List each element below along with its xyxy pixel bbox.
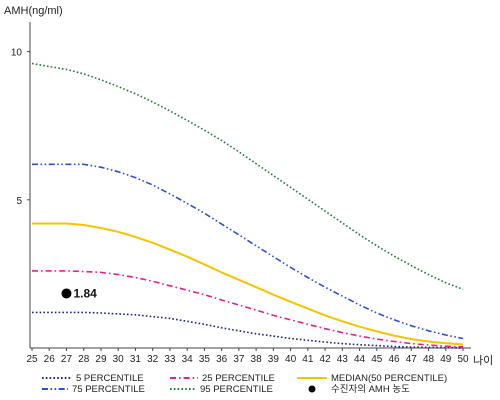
legend-item-25-percentile: 25 PERCENTILE [170,373,275,384]
y-axis-title: AMH(ng/ml) [4,5,63,17]
x-tick-label: 47 [406,354,418,365]
x-axis-title: 나이 [473,354,493,367]
series-lines [31,62,464,349]
x-tick-label: 31 [130,354,142,365]
chart-legend: 5 PERCENTILE 75 PERCENTILE 25 PERCENTILE… [42,373,447,395]
series-line-25-percentile [32,270,464,348]
x-tick-label: 50 [457,354,469,365]
y-tick-label: 10 [11,48,23,59]
legend-item-5-percentile: 5 PERCENTILE [42,373,144,384]
legend-label-25-percentile: 25 PERCENTILE [202,373,275,384]
legend-swatch-patient-marker [308,385,316,393]
legend-label-median: MEDIAN(50 PERCENTILE) [331,373,447,384]
legend-item-patient-marker: 수진자의 AMH 농도 [308,384,410,395]
legend-label-75-percentile: 75 PERCENTILE [72,384,145,395]
x-tick-label: 33 [164,354,176,365]
x-tick-label: 43 [337,354,349,365]
x-tick-label: 26 [44,354,56,365]
x-tick-label: 49 [440,354,452,365]
series-line-75-percentile [32,163,464,340]
x-tick-label: 28 [78,354,90,365]
series-line-5-percentile [32,311,464,349]
legend-item-median: MEDIAN(50 PERCENTILE) [297,373,447,384]
x-ticks: 25 26 27 28 29 30 31 32 33 34 35 36 37 38 39 40 41 42 43 44… [26,348,469,365]
x-tick-label: 30 [113,354,125,365]
chart-axes: AMH(ng/ml) 나이 [4,5,493,367]
y-tick-label: 5 [16,196,22,207]
legend-item-95-percentile: 95 PERCENTILE [170,384,273,395]
x-tick-label: 32 [147,354,159,365]
legend-label-95-percentile: 95 PERCENTILE [200,384,273,395]
x-tick-label: 44 [354,354,366,365]
patient-amh-marker [61,288,72,299]
x-tick-label: 34 [182,354,194,365]
x-tick-label: 39 [268,354,280,365]
x-tick-label: 27 [61,354,73,365]
legend-label-5-percentile: 5 PERCENTILE [76,373,144,384]
x-tick-label: 35 [199,354,211,365]
x-tick-label: 36 [216,354,228,365]
x-tick-label: 45 [371,354,383,365]
patient-marker-group: 1.84 [61,286,97,300]
x-tick-label: 46 [388,354,400,365]
x-tick-label: 29 [95,354,107,365]
y-ticks: 5 10 [11,48,30,207]
series-line-median-50-percentile [32,222,464,346]
x-tick-label: 37 [233,354,245,365]
legend-label-patient-marker: 수진자의 AMH 농도 [331,384,410,395]
x-tick-label: 25 [26,354,38,365]
patient-amh-value-label: 1.84 [73,286,97,300]
x-tick-label: 38 [251,354,263,365]
series-line-95-percentile [31,62,464,291]
legend-item-75-percentile: 75 PERCENTILE [42,384,145,395]
x-tick-label: 42 [320,354,332,365]
x-tick-label: 41 [302,354,314,365]
x-tick-label: 40 [285,354,297,365]
x-tick-label: 48 [423,354,435,365]
